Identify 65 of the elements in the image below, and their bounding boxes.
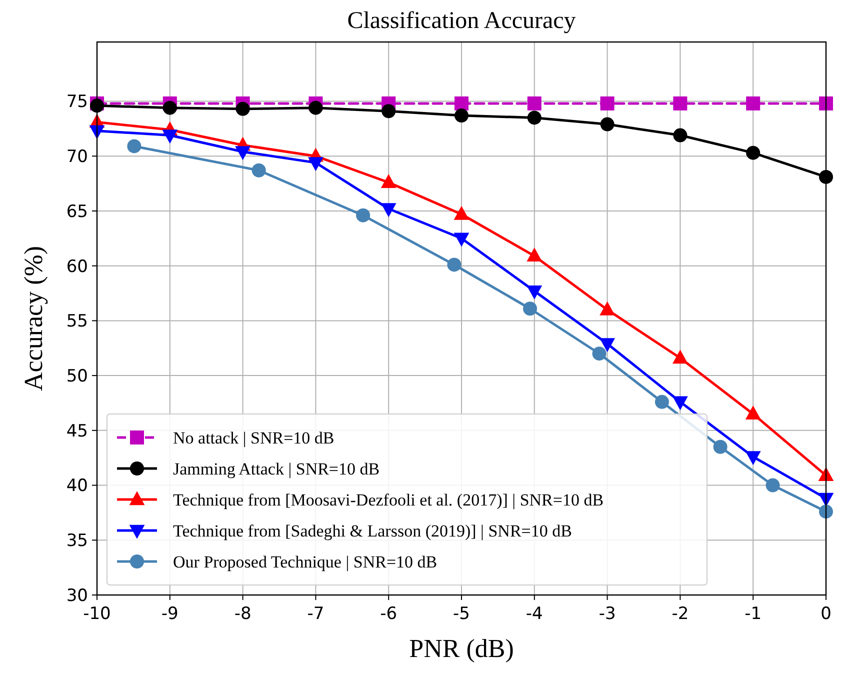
point [527, 110, 542, 125]
legend-label: Technique from [Moosavi-Dezfooli et al. (2017)] | SNR=10 dB [173, 490, 604, 510]
point [308, 100, 323, 115]
point [745, 451, 761, 466]
point [600, 96, 614, 110]
point [236, 102, 250, 116]
point [356, 208, 370, 222]
y-tick-label: 75 [66, 92, 88, 112]
point [819, 504, 833, 519]
y-tick-label: 40 [66, 476, 88, 496]
point [819, 96, 833, 110]
point [252, 163, 266, 178]
y-tick-label: 45 [66, 421, 88, 442]
x-tick-label: -8 [234, 604, 252, 624]
y-tick-label: 50 [66, 366, 88, 387]
point [745, 406, 761, 420]
point [600, 301, 615, 316]
point [672, 396, 688, 410]
point [746, 96, 760, 110]
chart-title: Classification Accuracy [347, 8, 576, 34]
point [600, 117, 614, 132]
x-tick-label: -2 [672, 604, 689, 624]
point [819, 170, 833, 184]
point [127, 139, 142, 154]
point [766, 478, 780, 492]
point [654, 394, 669, 409]
x-tick-label: -7 [307, 604, 324, 624]
x-tick-label: -6 [380, 604, 398, 624]
y-tick-label: 70 [66, 147, 88, 168]
point [454, 96, 468, 110]
point [454, 206, 470, 220]
point [713, 440, 728, 454]
point [673, 128, 688, 142]
point [380, 174, 396, 188]
point [526, 285, 542, 300]
point [447, 258, 462, 272]
x-tick-label: -1 [744, 604, 762, 624]
point [523, 302, 538, 316]
y-tick-label: 65 [66, 202, 88, 222]
point [672, 350, 688, 364]
x-tick-label: -3 [598, 604, 616, 624]
point [673, 96, 688, 110]
point [162, 100, 177, 115]
y-tick-label: 55 [66, 312, 88, 332]
point [526, 248, 542, 262]
x-tick-label: -9 [161, 604, 178, 624]
point [90, 98, 104, 113]
legend-label: No attack | SNR=10 dB [173, 428, 334, 448]
point [592, 346, 606, 361]
x-tick-label: 0 [820, 604, 832, 624]
x-tick-label: -4 [526, 604, 543, 624]
legend-label: Jamming Attack | SNR=10 dB [173, 459, 380, 478]
point [527, 96, 542, 110]
y-tick-label: 60 [66, 256, 88, 277]
y-tick-label: 30 [66, 586, 88, 606]
legend-label: Our Proposed Technique | SNR=10 dB [173, 552, 438, 572]
x-tick-label: -5 [453, 604, 470, 624]
point [746, 146, 760, 160]
point [454, 108, 468, 123]
point [382, 104, 396, 118]
y-axis-title: Accuracy (%) [19, 246, 48, 392]
legend-label: Technique from [Sadeghi & Larsson (2019)] | SNR=10 dB [173, 521, 572, 540]
x-axis-title: PNR (dB) [409, 634, 514, 663]
y-tick-label: 35 [66, 531, 88, 552]
x-tick-label: -10 [83, 604, 111, 624]
